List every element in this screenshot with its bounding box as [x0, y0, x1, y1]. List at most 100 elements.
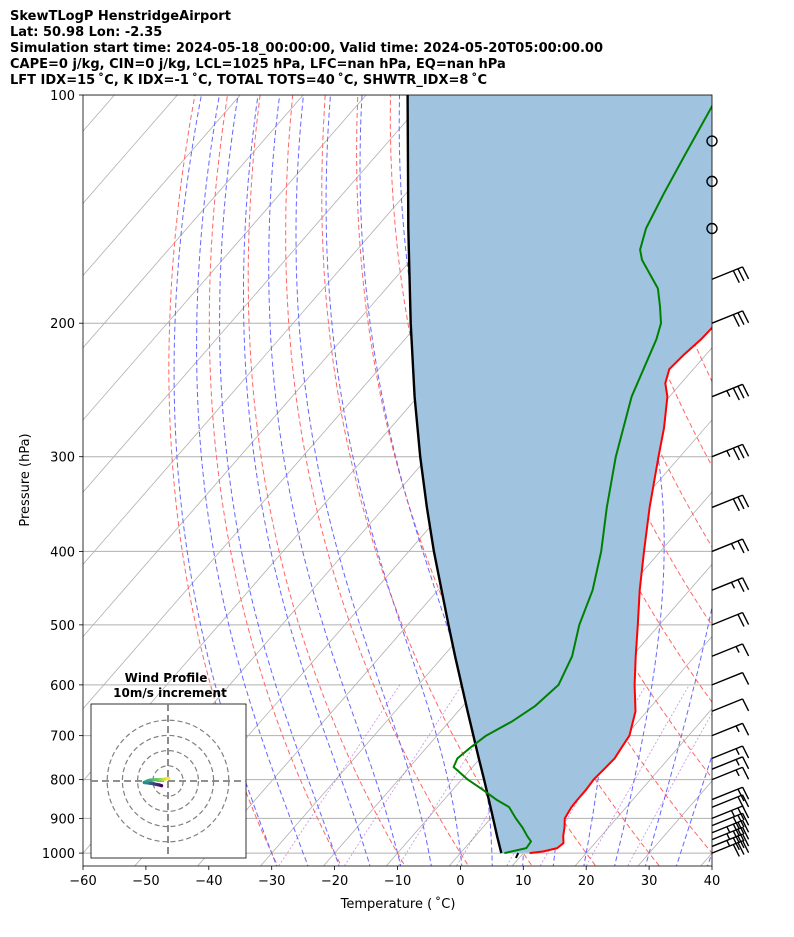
barb-flag — [737, 821, 745, 835]
x-tick-label: 0 — [456, 874, 464, 889]
calm-wind-marker — [706, 222, 718, 235]
barb-staff — [711, 745, 743, 760]
wind-barb — [711, 310, 750, 327]
barb-flag — [737, 496, 745, 510]
barb-flag — [737, 579, 745, 593]
moist-adiabat — [644, 95, 712, 866]
barb-flag — [741, 612, 750, 625]
wind-barbs — [706, 135, 750, 857]
barb-flag — [737, 835, 745, 849]
barb-staff — [711, 786, 743, 801]
barb-staff — [711, 538, 743, 553]
y-tick-label: 1000 — [42, 847, 75, 862]
wind-barb — [711, 756, 750, 770]
barb-staff — [711, 766, 743, 781]
chart-title: SkewTLogP HenstridgeAirport — [10, 9, 231, 24]
barb-flag — [737, 807, 745, 821]
barb-flag — [737, 788, 745, 802]
barb-flag — [737, 385, 745, 399]
wind-barb — [711, 698, 750, 712]
barb-flag — [741, 643, 750, 657]
moist-adiabat — [173, 95, 278, 866]
isotherm-line — [574, 708, 712, 866]
barb-flag — [732, 498, 740, 512]
wind-barb — [711, 611, 750, 627]
barb-flag — [741, 577, 750, 591]
barb-staff — [711, 722, 743, 737]
barb-flag — [741, 840, 750, 854]
barb-half-flag — [735, 725, 740, 733]
barb-flag — [741, 812, 750, 826]
barb-staff — [711, 756, 743, 770]
barb-flag — [732, 830, 740, 844]
axes: −60 −50 −40 −30 −20 −10 0 10 20 30 40 1000 900 800 700… — [42, 89, 720, 889]
barb-staff — [711, 494, 743, 509]
isotherm-line — [83, 95, 241, 277]
barb-half-flag — [735, 769, 740, 777]
x-tick-label: −30 — [258, 874, 285, 889]
barb-staff — [711, 611, 743, 626]
dry-adiabat — [771, 60, 794, 884]
moist-adiabat — [675, 753, 712, 866]
dry-adiabat — [487, 95, 712, 703]
wind-barb — [706, 135, 718, 147]
wind-barb — [711, 840, 750, 857]
barb-flag — [732, 844, 740, 857]
wind-barb — [711, 794, 750, 810]
hodograph-ring — [137, 749, 200, 812]
dry-adiabat — [739, 60, 794, 884]
barb-staff — [711, 698, 743, 712]
wind-barb — [711, 266, 750, 283]
isotherm-line — [748, 60, 794, 884]
barb-flag — [741, 786, 750, 800]
barb-flag — [741, 266, 750, 280]
barb-flag — [741, 383, 750, 397]
barb-staff — [711, 266, 743, 280]
moist-adiabat — [295, 95, 432, 866]
barb-flag — [741, 794, 750, 808]
barb-staff — [711, 643, 743, 657]
barb-half-flag — [735, 748, 740, 755]
barb-flag — [741, 722, 750, 736]
dry-adiabat — [247, 95, 406, 866]
barb-flag — [737, 540, 745, 554]
hodograph-title: Wind Profile — [125, 671, 208, 685]
barb-flag — [732, 314, 740, 327]
x-tick-label: −20 — [321, 874, 348, 889]
isotherm-line — [83, 95, 367, 421]
isotherm-line — [83, 95, 493, 565]
barb-flag — [737, 814, 745, 828]
wind-barb — [711, 494, 750, 512]
wind-barb — [711, 819, 750, 837]
dry-adiabat — [208, 95, 342, 866]
x-tick-label: 10 — [515, 874, 532, 889]
barb-flag — [741, 756, 750, 770]
barb-half-flag — [726, 450, 731, 458]
hodograph-inset: Wind Profile 10m/s increment — [90, 671, 247, 859]
barb-flag — [741, 833, 750, 847]
barb-flag — [741, 826, 750, 840]
wind-barb — [711, 812, 750, 830]
parcel-start-stub — [514, 852, 520, 859]
cin-shaded-area — [407, 95, 712, 854]
y-tick-label: 300 — [50, 451, 75, 466]
wind-barb — [711, 805, 750, 821]
wind-barb — [711, 383, 750, 401]
hodograph-subtitle: 10m/s increment — [113, 686, 227, 700]
barb-flag — [732, 447, 740, 461]
wind-barb — [711, 826, 750, 844]
moist-adiabat — [268, 95, 402, 866]
wind-barb — [711, 786, 750, 802]
wind-barb — [711, 538, 750, 554]
chart-location: Lat: 50.98 Lon: -2.35 — [10, 25, 163, 40]
barb-half-flag — [730, 810, 736, 817]
barb-staff — [711, 577, 743, 591]
wind-barb — [711, 745, 750, 760]
wind-barb — [706, 222, 718, 235]
barb-staff — [711, 671, 743, 686]
barb-flag — [741, 310, 750, 324]
mixing-ratio-line — [627, 712, 712, 866]
barb-flag — [737, 828, 745, 842]
y-tick-label: 600 — [50, 679, 75, 694]
